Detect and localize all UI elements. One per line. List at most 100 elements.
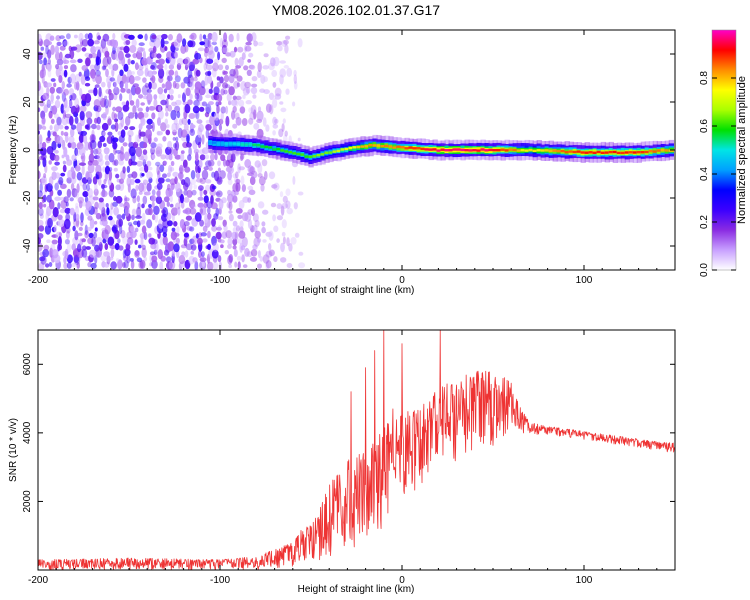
noise-cell <box>81 39 89 47</box>
noise-cell <box>244 81 252 89</box>
noise-cell <box>279 60 287 64</box>
band-cell <box>544 149 550 152</box>
noise-cell <box>292 175 296 185</box>
noise-cell <box>121 101 127 106</box>
noise-cell <box>222 82 228 89</box>
noise-cell <box>124 81 129 91</box>
noise-cell <box>167 140 173 150</box>
noise-cell <box>276 215 283 221</box>
band-cell <box>624 151 630 154</box>
noise-cell <box>104 224 111 235</box>
noise-cell <box>211 41 217 46</box>
noise-cell <box>48 262 53 267</box>
noise-cell <box>95 237 103 245</box>
noise-cell <box>253 109 257 120</box>
noise-cell <box>205 106 211 113</box>
noise-cell <box>144 82 149 88</box>
noise-cell <box>94 220 98 225</box>
noise-cell <box>102 238 107 244</box>
noise-cell <box>125 53 131 58</box>
noise-cell <box>112 201 118 207</box>
noise-cell <box>153 249 158 256</box>
noise-cell <box>151 34 157 40</box>
noise-cell <box>123 45 130 54</box>
noise-cell <box>165 129 171 136</box>
noise-cell <box>117 238 121 244</box>
noise-cell <box>297 137 301 142</box>
noise-cell <box>118 181 125 191</box>
noise-cell <box>226 93 232 102</box>
noise-cell <box>156 164 160 176</box>
noise-cell <box>146 118 153 125</box>
noise-cell <box>220 111 224 121</box>
noise-cell <box>233 80 240 89</box>
noise-cell <box>262 117 267 127</box>
noise-cell <box>143 191 151 196</box>
noise-cell <box>81 238 86 243</box>
noise-cell <box>45 82 53 88</box>
noise-cell <box>220 244 224 249</box>
band-cell <box>216 142 222 145</box>
noise-cell <box>134 134 140 145</box>
noise-cell <box>268 92 275 101</box>
snr-y-tick-label: 6000 <box>22 353 33 376</box>
noise-cell <box>229 68 236 77</box>
band-cell <box>568 150 574 153</box>
noise-cell <box>129 178 135 185</box>
noise-cell <box>195 110 200 120</box>
band-cell <box>540 149 546 152</box>
noise-cell <box>75 147 81 157</box>
noise-cell <box>109 77 116 82</box>
noise-cell <box>131 171 138 179</box>
band-cell <box>392 146 398 149</box>
noise-cell <box>141 244 146 250</box>
noise-cell <box>237 163 241 174</box>
noise-cell <box>232 95 237 101</box>
band-cell <box>252 143 258 146</box>
band-cell <box>368 144 374 147</box>
noise-cell <box>78 88 83 97</box>
noise-cell <box>141 153 148 163</box>
noise-cell <box>127 58 131 66</box>
noise-cell <box>107 118 112 126</box>
noise-cell <box>77 196 85 204</box>
noise-cell <box>63 40 69 47</box>
noise-cell <box>282 195 288 203</box>
noise-cell <box>178 118 184 126</box>
noise-cell <box>250 256 257 262</box>
noise-cell <box>270 57 276 67</box>
noise-cell <box>235 95 242 101</box>
noise-cell <box>174 70 179 78</box>
noise-cell <box>51 171 57 181</box>
noise-cell <box>146 88 152 93</box>
noise-cell <box>234 112 240 120</box>
noise-cell <box>254 230 261 239</box>
noise-cell <box>104 154 110 161</box>
noise-cell <box>38 242 43 252</box>
noise-cell <box>151 75 156 84</box>
noise-cell <box>83 68 90 79</box>
noise-cell <box>53 113 59 119</box>
noise-cell <box>115 195 123 204</box>
spectrogram-x-tick-label: 100 <box>576 275 593 286</box>
snr-series <box>38 330 675 570</box>
noise-cell <box>157 170 161 180</box>
noise-cell <box>276 203 283 210</box>
noise-cell <box>117 50 124 61</box>
noise-cell <box>100 255 107 262</box>
noise-cell <box>252 94 257 99</box>
noise-cell <box>64 239 70 245</box>
noise-cell <box>150 141 156 151</box>
noise-cell <box>108 63 114 70</box>
noise-cell <box>236 82 241 88</box>
noise-cell <box>138 182 145 192</box>
noise-cell <box>38 225 45 232</box>
noise-cell <box>187 69 193 79</box>
noise-cell <box>237 261 241 270</box>
noise-cell <box>151 52 158 58</box>
noise-cell <box>42 125 47 130</box>
noise-cell <box>94 84 100 88</box>
noise-cell <box>215 191 221 196</box>
noise-cell <box>87 163 95 174</box>
noise-cell <box>180 129 188 138</box>
